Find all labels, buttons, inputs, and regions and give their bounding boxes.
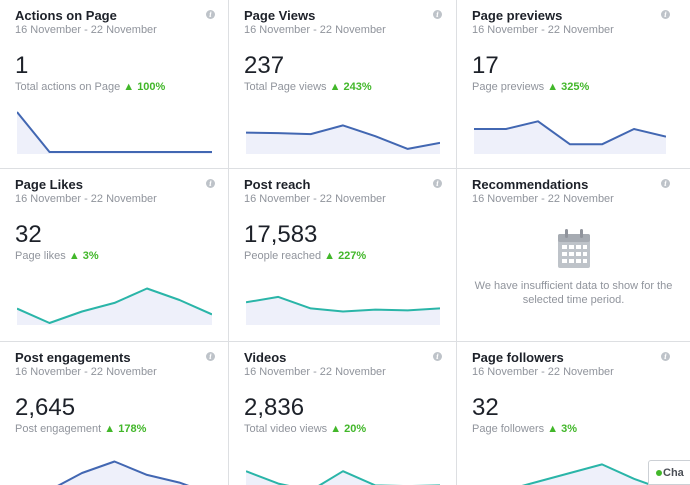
card-metric: Total video views ▲ 20% bbox=[244, 423, 366, 435]
card-title: Page previews bbox=[472, 8, 563, 23]
card-value: 237 bbox=[244, 52, 285, 79]
card-metric: Page followers ▲ 3% bbox=[472, 423, 577, 435]
card-title: Page Likes bbox=[15, 177, 83, 192]
sparkline-chart bbox=[474, 120, 666, 154]
info-icon[interactable]: i bbox=[433, 352, 442, 361]
trend-badge: ▲ 3% bbox=[547, 423, 578, 435]
sparkline-area bbox=[17, 288, 212, 325]
sparkline-chart bbox=[17, 111, 212, 154]
card-videos[interactable]: Videos i 16 November - 22 November 2,836… bbox=[229, 342, 457, 485]
card-title: Post engagements bbox=[15, 350, 131, 365]
sparkline-chart bbox=[246, 124, 440, 154]
card-value: 1 bbox=[15, 52, 29, 79]
sparkline-chart bbox=[521, 463, 655, 485]
info-icon[interactable]: i bbox=[206, 352, 215, 361]
calendar-icon bbox=[557, 229, 590, 268]
metric-label: Total actions on Page bbox=[15, 81, 121, 93]
trend-badge: ▲ 243% bbox=[329, 81, 372, 93]
card-metric: Page previews ▲ 325% bbox=[472, 81, 589, 93]
sparkline-area bbox=[246, 471, 375, 485]
sparkline-area bbox=[246, 296, 440, 325]
card-date-range: 16 November - 22 November bbox=[15, 366, 157, 378]
sparkline-area bbox=[17, 112, 212, 154]
card-metric: Post engagement ▲ 178% bbox=[15, 423, 146, 435]
card-post-engagements[interactable]: Post engagements i 16 November - 22 Nove… bbox=[0, 342, 229, 485]
card-date-range: 16 November - 22 November bbox=[244, 24, 386, 36]
empty-state: We have insufficient data to show for th… bbox=[457, 229, 690, 307]
sparkline-chart bbox=[246, 295, 440, 325]
card-date-range: 16 November - 22 November bbox=[244, 193, 386, 205]
empty-state-text: We have insufficient data to show for th… bbox=[474, 280, 673, 306]
online-status-dot bbox=[656, 470, 662, 476]
info-icon[interactable]: i bbox=[433, 179, 442, 188]
card-page-likes[interactable]: Page Likes i 16 November - 22 November 3… bbox=[0, 169, 229, 342]
metric-label: Post engagement bbox=[15, 423, 102, 435]
card-value: 32 bbox=[15, 221, 42, 248]
card-metric: Total actions on Page ▲ 100% bbox=[15, 81, 165, 93]
info-icon[interactable]: i bbox=[661, 10, 670, 19]
metric-label: Total video views bbox=[244, 423, 328, 435]
sparkline-area bbox=[525, 464, 652, 485]
card-value: 2,645 bbox=[15, 394, 76, 421]
trend-badge: ▲ 3% bbox=[68, 250, 99, 262]
chat-tab[interactable]: Cha bbox=[648, 460, 690, 485]
card-metric: Total Page views ▲ 243% bbox=[244, 81, 372, 93]
card-title: Videos bbox=[244, 350, 287, 365]
chat-label: Cha bbox=[663, 467, 684, 479]
card-title: Actions on Page bbox=[15, 8, 117, 23]
card-value: 17,583 bbox=[244, 221, 318, 248]
card-title: Recommendations bbox=[472, 177, 589, 192]
card-date-range: 16 November - 22 November bbox=[472, 24, 614, 36]
card-title: Post reach bbox=[244, 177, 311, 192]
card-title: Page Views bbox=[244, 8, 316, 23]
sparkline-chart bbox=[57, 460, 190, 485]
card-recommendations[interactable]: Recommendations i 16 November - 22 Novem… bbox=[457, 169, 690, 342]
card-title: Page followers bbox=[472, 350, 564, 365]
info-icon[interactable]: i bbox=[206, 10, 215, 19]
metric-label: Page previews bbox=[472, 81, 545, 93]
metric-label: Page likes bbox=[15, 250, 66, 262]
trend-badge: ▲ 100% bbox=[123, 81, 166, 93]
metric-label: Total Page views bbox=[244, 81, 327, 93]
metric-label: Page followers bbox=[472, 423, 545, 435]
card-date-range: 16 November - 22 November bbox=[15, 193, 157, 205]
info-icon[interactable]: i bbox=[661, 352, 670, 361]
card-page-views[interactable]: Page Views i 16 November - 22 November 2… bbox=[229, 0, 457, 169]
sparkline-area bbox=[59, 461, 187, 485]
card-metric: Page likes ▲ 3% bbox=[15, 250, 99, 262]
card-metric: People reached ▲ 227% bbox=[244, 250, 366, 262]
trend-badge: ▲ 325% bbox=[547, 81, 590, 93]
trend-badge: ▲ 227% bbox=[324, 250, 367, 262]
card-post-reach[interactable]: Post reach i 16 November - 22 November 1… bbox=[229, 169, 457, 342]
card-date-range: 16 November - 22 November bbox=[472, 193, 614, 205]
card-date-range: 16 November - 22 November bbox=[244, 366, 386, 378]
card-value: 17 bbox=[472, 52, 499, 79]
card-page-previews[interactable]: Page previews i 16 November - 22 Novembe… bbox=[457, 0, 690, 169]
info-icon[interactable]: i bbox=[433, 10, 442, 19]
sparkline-chart bbox=[246, 470, 440, 485]
card-date-range: 16 November - 22 November bbox=[15, 24, 157, 36]
card-value: 2,836 bbox=[244, 394, 305, 421]
card-value: 32 bbox=[472, 394, 499, 421]
sparkline-area bbox=[246, 125, 440, 154]
card-date-range: 16 November - 22 November bbox=[472, 366, 614, 378]
sparkline-chart bbox=[17, 287, 212, 325]
info-icon[interactable]: i bbox=[661, 179, 670, 188]
trend-badge: ▲ 178% bbox=[104, 423, 147, 435]
sparkline-area bbox=[474, 121, 666, 154]
info-icon[interactable]: i bbox=[206, 179, 215, 188]
sparkline-series bbox=[17, 111, 212, 153]
card-actions-on-page[interactable]: Actions on Page i 16 November - 22 Novem… bbox=[0, 0, 229, 169]
metric-label: People reached bbox=[244, 250, 322, 262]
trend-badge: ▲ 20% bbox=[330, 423, 367, 435]
